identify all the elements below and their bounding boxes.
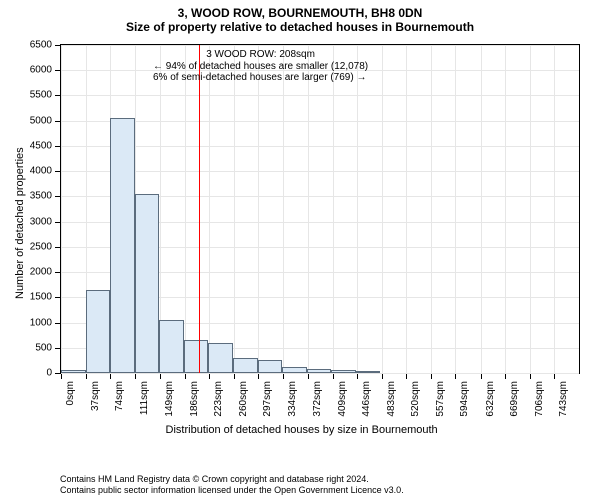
x-tick-label: 706sqm: [534, 381, 545, 417]
annotation-line-3: 6% of semi-detached houses are larger (7…: [153, 72, 368, 84]
x-tick-label: 223sqm: [213, 381, 224, 417]
y-tick-label: 5000: [0, 115, 52, 126]
y-tick-label: 3500: [0, 191, 52, 202]
y-tick-label: 6000: [0, 65, 52, 76]
y-tick-label: 4000: [0, 166, 52, 177]
title-line-1: 3, WOOD ROW, BOURNEMOUTH, BH8 0DN: [0, 6, 600, 20]
histogram-bar: [61, 370, 86, 373]
footer-attribution: Contains HM Land Registry data © Crown c…: [60, 474, 404, 497]
x-tick-label: 743sqm: [558, 381, 569, 417]
title-line-2: Size of property relative to detached ho…: [0, 20, 600, 34]
histogram-bar: [307, 369, 332, 373]
reference-marker-line: [199, 45, 200, 373]
x-tick-label: 0sqm: [65, 381, 76, 405]
histogram-bar: [233, 358, 258, 373]
chart-plot-area: 3 WOOD ROW: 208sqm ← 94% of detached hou…: [60, 44, 580, 374]
histogram-bar: [356, 371, 381, 373]
histogram-bar: [331, 370, 356, 373]
x-tick-label: 260sqm: [238, 381, 249, 417]
x-tick-label: 149sqm: [164, 381, 175, 417]
histogram-bar: [282, 367, 307, 373]
annotation-line-2: ← 94% of detached houses are smaller (12…: [153, 61, 368, 73]
y-tick-label: 6500: [0, 40, 52, 51]
y-tick-label: 3000: [0, 216, 52, 227]
histogram-bar: [184, 340, 209, 373]
histogram-bar: [135, 194, 160, 373]
histogram-bar: [159, 320, 184, 373]
annotation-line-1: 3 WOOD ROW: 208sqm: [153, 49, 368, 61]
x-tick-label: 669sqm: [509, 381, 520, 417]
y-tick-label: 5500: [0, 90, 52, 101]
histogram-bar: [110, 118, 135, 373]
footer-line-2: Contains public sector information licen…: [60, 485, 404, 496]
histogram-bar: [86, 290, 111, 373]
footer-line-1: Contains HM Land Registry data © Crown c…: [60, 474, 404, 485]
x-tick-label: 334sqm: [287, 381, 298, 417]
x-tick-label: 409sqm: [337, 381, 348, 417]
x-tick-label: 372sqm: [312, 381, 323, 417]
x-tick-label: 557sqm: [435, 381, 446, 417]
x-tick-label: 74sqm: [114, 381, 125, 411]
x-tick-label: 186sqm: [189, 381, 200, 417]
y-tick-label: 4500: [0, 140, 52, 151]
y-tick-label: 500: [0, 342, 52, 353]
x-tick-label: 297sqm: [262, 381, 273, 417]
x-tick-label: 594sqm: [459, 381, 470, 417]
y-tick-label: 1500: [0, 292, 52, 303]
histogram-bar: [208, 343, 233, 373]
x-tick-label: 111sqm: [139, 381, 150, 415]
y-tick-label: 1000: [0, 317, 52, 328]
x-tick-label: 483sqm: [386, 381, 397, 417]
x-tick-label: 37sqm: [90, 381, 101, 411]
x-tick-label: 632sqm: [485, 381, 496, 417]
x-tick-label: 520sqm: [410, 381, 421, 417]
y-tick-label: 2500: [0, 241, 52, 252]
histogram-bar: [258, 360, 283, 373]
y-tick-label: 0: [0, 368, 52, 379]
x-axis-label: Distribution of detached houses by size …: [166, 424, 438, 436]
chart-annotation: 3 WOOD ROW: 208sqm ← 94% of detached hou…: [153, 49, 368, 84]
chart-title-block: 3, WOOD ROW, BOURNEMOUTH, BH8 0DN Size o…: [0, 0, 600, 35]
y-tick-label: 2000: [0, 267, 52, 278]
x-tick-label: 446sqm: [361, 381, 372, 417]
